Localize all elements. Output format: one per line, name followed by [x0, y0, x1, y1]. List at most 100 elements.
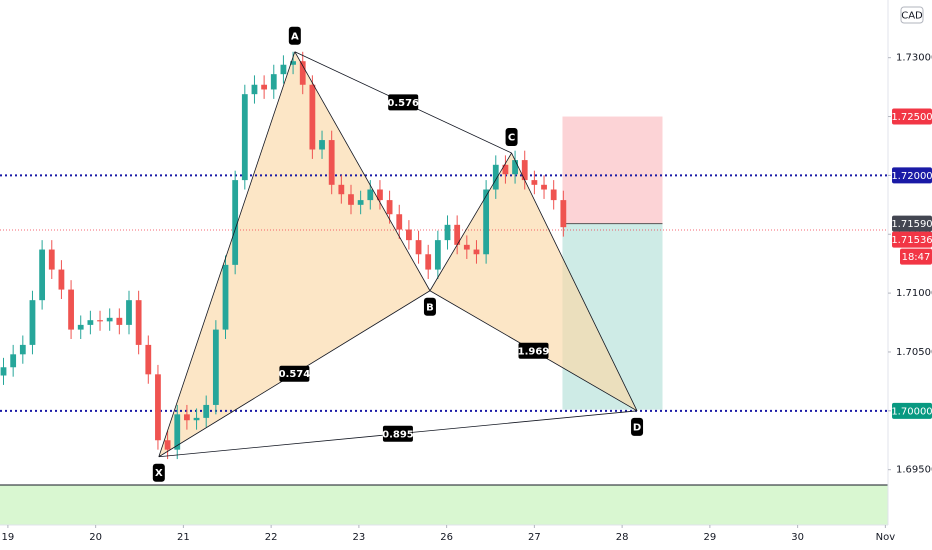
- price-tag-label: 1.72500: [891, 112, 932, 123]
- candle-body: [454, 224, 461, 245]
- candle-body: [377, 189, 383, 201]
- ratio-label: 1.969: [518, 346, 550, 357]
- candle-body: [174, 414, 181, 450]
- x-tick-label: 23: [353, 532, 366, 543]
- candle-body: [560, 200, 567, 228]
- candle-body: [541, 184, 547, 190]
- x-tick-label: 28: [616, 532, 629, 543]
- x-tick-label: Nov: [876, 532, 896, 543]
- y-tick-label: 1.70500: [896, 347, 932, 358]
- candle-body: [10, 354, 17, 368]
- candle-body: [396, 214, 403, 230]
- candle-body: [444, 224, 451, 241]
- candle-body: [521, 160, 528, 181]
- candle-body: [29, 300, 36, 345]
- stop-zone: [562, 116, 663, 224]
- price-tag-label: 1.71536: [891, 235, 932, 246]
- candle-body: [241, 94, 248, 181]
- candle-body: [338, 184, 345, 195]
- ratio-label: 0.574: [279, 369, 311, 380]
- point-box: [288, 26, 301, 45]
- candle-body: [386, 200, 393, 215]
- candle-body: [116, 317, 123, 325]
- x-tick-label: 30: [791, 532, 804, 543]
- price-tag-label: 1.72000: [891, 171, 932, 182]
- candle-body: [251, 84, 258, 95]
- candle-body: [212, 329, 219, 405]
- candle-body: [434, 240, 441, 270]
- candle-body: [280, 64, 287, 75]
- price-tag: [892, 167, 932, 184]
- pattern-line: [511, 152, 638, 411]
- point-label: X: [155, 468, 163, 479]
- currency-box: [900, 6, 924, 24]
- candle-body: [48, 249, 55, 270]
- ratio-label: 0.895: [382, 429, 414, 440]
- ratio-box: [388, 94, 419, 111]
- price-tag: [892, 215, 932, 232]
- ratio-box: [279, 365, 310, 382]
- ratio-label: 0.576: [387, 98, 419, 109]
- candle-body: [290, 61, 296, 65]
- candle-body: [483, 189, 490, 255]
- countdown: 18:47: [902, 252, 931, 263]
- x-tick-label: 22: [265, 532, 278, 543]
- countdown-tag: [900, 248, 932, 265]
- y-tick-label: 1.71000: [896, 288, 932, 299]
- candle-body: [531, 180, 538, 185]
- candle-body: [348, 194, 354, 205]
- candle-body: [415, 240, 422, 255]
- price-tag-label: 1.71590: [891, 219, 932, 230]
- point-box: [631, 417, 644, 436]
- candle-body: [222, 264, 229, 330]
- currency: CAD: [901, 11, 923, 22]
- candle-body: [492, 164, 499, 190]
- candle-body: [319, 140, 325, 150]
- candle-body: [328, 140, 335, 185]
- candle-body: [164, 440, 171, 450]
- zone: [0, 484, 888, 525]
- candle-body: [502, 164, 509, 175]
- y-tick-label: 1.69500: [896, 465, 932, 476]
- candle-body: [357, 200, 364, 205]
- candle-body: [39, 249, 46, 301]
- candle-body: [473, 249, 480, 255]
- candle-body: [77, 324, 84, 330]
- candle-body: [367, 189, 374, 201]
- point-box: [423, 297, 436, 316]
- candle-body: [58, 269, 65, 290]
- candle-body: [135, 300, 142, 345]
- candle-body: [145, 344, 152, 375]
- candle-body: [309, 84, 316, 150]
- ratio-box: [518, 342, 549, 359]
- x-tick-label: 20: [89, 532, 102, 543]
- point-box: [505, 128, 518, 147]
- candle-body: [512, 160, 518, 175]
- candle-body: [184, 414, 190, 421]
- price-tag: [892, 108, 932, 125]
- candle-body: [155, 374, 161, 441]
- candle-body: [425, 254, 432, 270]
- plot-area: 0.574 0.576 1.969 0.895 X A B C D: [0, 26, 888, 525]
- candle-body: [19, 344, 26, 355]
- candle-body: [126, 300, 132, 325]
- pattern-fill: [158, 51, 430, 457]
- point-label: A: [291, 31, 299, 42]
- pattern-line: [158, 51, 296, 457]
- x-tick-label: 26: [440, 532, 453, 543]
- candle-body: [299, 61, 306, 85]
- pattern-fill: [429, 153, 638, 411]
- candle-body: [406, 229, 412, 241]
- candle-body: [97, 320, 103, 322]
- candle-body: [232, 180, 239, 265]
- y-tick-label: 1.73000: [896, 53, 932, 64]
- pattern-line: [429, 152, 512, 291]
- candle-body: [203, 404, 210, 418]
- candle-body: [193, 417, 200, 421]
- candle-body: [106, 317, 113, 322]
- candle-body: [68, 289, 74, 330]
- x-tick-label: 29: [704, 532, 717, 543]
- candle-body: [550, 189, 557, 201]
- point-label: C: [508, 133, 515, 144]
